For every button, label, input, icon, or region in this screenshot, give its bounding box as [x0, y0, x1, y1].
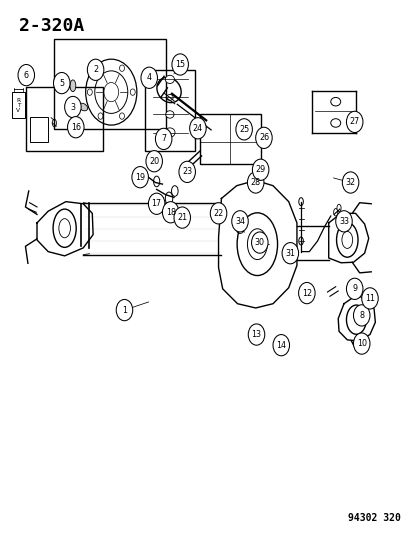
Text: 29: 29	[255, 165, 265, 174]
Circle shape	[346, 111, 362, 133]
Text: 11: 11	[364, 294, 374, 303]
Text: 1: 1	[122, 305, 127, 314]
Circle shape	[281, 243, 298, 264]
Circle shape	[171, 54, 188, 75]
Text: 20: 20	[149, 157, 159, 166]
Ellipse shape	[336, 204, 340, 212]
Circle shape	[272, 335, 289, 356]
Text: 33: 33	[338, 217, 348, 226]
Text: 31: 31	[285, 249, 294, 258]
Text: 32: 32	[345, 178, 355, 187]
Ellipse shape	[298, 237, 303, 245]
Text: 13: 13	[251, 330, 261, 339]
Circle shape	[231, 211, 248, 232]
Ellipse shape	[166, 94, 173, 100]
Circle shape	[353, 305, 369, 326]
Text: 27: 27	[349, 117, 359, 126]
Circle shape	[361, 288, 377, 309]
Text: 26: 26	[258, 133, 268, 142]
Text: 3: 3	[70, 102, 75, 111]
Text: 21: 21	[177, 213, 187, 222]
Circle shape	[141, 67, 157, 88]
Circle shape	[132, 166, 148, 188]
Ellipse shape	[70, 80, 76, 92]
Circle shape	[145, 151, 162, 172]
Text: 30: 30	[254, 238, 264, 247]
Circle shape	[18, 64, 34, 86]
Circle shape	[353, 333, 369, 354]
Circle shape	[247, 172, 263, 193]
Ellipse shape	[165, 111, 173, 118]
Circle shape	[67, 117, 84, 138]
Text: 9: 9	[351, 284, 356, 293]
Text: 5: 5	[59, 78, 64, 87]
Text: R
T
V: R T V	[17, 98, 21, 114]
Circle shape	[173, 207, 190, 228]
Text: 19: 19	[135, 173, 145, 182]
Ellipse shape	[165, 75, 174, 84]
Circle shape	[335, 211, 351, 232]
Circle shape	[189, 118, 206, 139]
Ellipse shape	[333, 208, 337, 216]
Circle shape	[248, 324, 264, 345]
Text: 7: 7	[161, 134, 166, 143]
Text: 12: 12	[301, 288, 311, 297]
Text: 6: 6	[24, 70, 29, 79]
Circle shape	[251, 232, 268, 253]
Circle shape	[255, 127, 271, 149]
Circle shape	[178, 161, 195, 182]
Text: 28: 28	[250, 178, 260, 187]
Text: 4: 4	[146, 73, 152, 82]
Circle shape	[53, 72, 70, 94]
Ellipse shape	[298, 198, 303, 206]
Text: 25: 25	[238, 125, 249, 134]
Circle shape	[342, 172, 358, 193]
Ellipse shape	[78, 103, 88, 111]
Text: 17: 17	[151, 199, 161, 208]
Text: 8: 8	[358, 311, 363, 320]
Circle shape	[252, 159, 268, 180]
Circle shape	[235, 119, 252, 140]
Circle shape	[64, 96, 81, 118]
Text: 16: 16	[71, 123, 81, 132]
Text: 15: 15	[175, 60, 185, 69]
Circle shape	[87, 59, 104, 80]
Text: 2-320A: 2-320A	[19, 17, 84, 35]
Text: 2: 2	[93, 66, 98, 74]
Text: 22: 22	[213, 209, 223, 218]
Circle shape	[346, 278, 362, 300]
Circle shape	[148, 193, 164, 214]
Circle shape	[210, 203, 226, 224]
Text: 14: 14	[275, 341, 285, 350]
Circle shape	[162, 201, 178, 223]
Circle shape	[155, 128, 171, 150]
Text: 24: 24	[192, 124, 202, 133]
Text: 18: 18	[165, 208, 175, 217]
Text: 34: 34	[235, 217, 244, 226]
Text: 94302 320: 94302 320	[347, 513, 400, 523]
Circle shape	[116, 300, 133, 321]
Text: 23: 23	[182, 167, 192, 176]
Circle shape	[298, 282, 314, 304]
Ellipse shape	[164, 128, 175, 137]
Text: 10: 10	[356, 339, 366, 348]
